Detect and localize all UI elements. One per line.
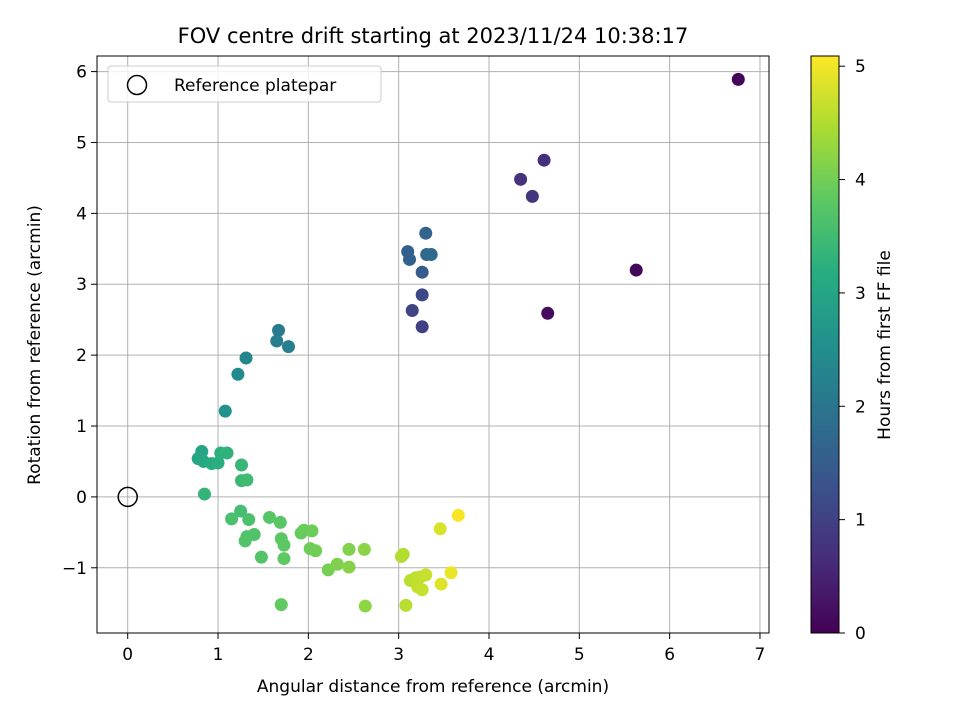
y-axis-label: Rotation from reference (arcmin) [25,205,45,485]
data-point [274,598,288,612]
data-point [305,524,319,538]
colorbar-tick-label: 3 [855,284,866,304]
data-points [191,72,745,613]
data-point [239,351,253,365]
colorbar-tick-label: 4 [855,171,866,191]
legend-marker [126,74,148,96]
data-point [433,522,447,536]
data-point [220,446,234,460]
colorbar-frame [810,55,840,634]
data-point [424,247,438,261]
data-point [405,303,419,317]
data-point [211,456,225,470]
legend-box [107,65,382,103]
data-point [281,340,295,354]
data-point [415,320,429,334]
data-point [225,512,239,526]
data-point [254,550,268,564]
colorbar-tick-label: 5 [855,57,866,77]
y-tick-label: −1 [62,559,87,579]
data-point [263,510,277,524]
data-point [231,367,245,381]
data-point [238,534,252,548]
data-point [272,323,286,337]
chart-title: FOV centre drift starting at 2023/11/24 … [178,24,689,48]
data-point [731,72,745,86]
data-point [277,538,291,552]
data-point [399,598,413,612]
data-point [309,544,323,558]
y-tick-label: 3 [76,275,87,295]
colorbar-tick-label: 2 [855,397,866,417]
data-point [451,508,465,522]
data-point [419,226,433,240]
data-point [541,306,555,320]
data-point [247,527,261,541]
data-point [629,263,643,277]
data-point [218,404,232,418]
legend-label: Reference platepar [174,76,336,96]
y-tick-label: 0 [76,488,87,508]
data-point [537,153,551,167]
x-tick-label: 0 [122,645,133,665]
y-tick-label: 6 [76,63,87,83]
plot-background [97,56,769,633]
colorbar [811,56,839,633]
reference-marker [117,486,138,508]
y-tick-label: 1 [76,417,87,437]
x-axis-label: Angular distance from reference (arcmin) [257,677,609,697]
colorbar-tick-label: 0 [855,624,866,644]
colorbar-label: Hours from first FF file [875,250,895,440]
data-point [419,568,433,582]
data-point [403,252,417,266]
colorbar-tick-label: 1 [855,511,866,531]
plot-frame [96,55,770,634]
x-tick-label: 4 [484,645,495,665]
y-tick-label: 5 [76,133,87,153]
x-tick-label: 3 [393,645,404,665]
data-point [242,513,256,527]
data-point [270,334,284,348]
data-point [342,542,356,556]
x-tick-label: 6 [664,645,675,665]
data-point [234,504,248,518]
y-tick-label: 2 [76,346,87,366]
data-point [415,265,429,279]
x-tick-label: 7 [755,645,766,665]
data-point [330,557,344,571]
data-point [357,542,371,556]
colorbar-ticks: 0 1 2 3 4 5 [839,57,866,644]
x-tick-label: 1 [213,645,224,665]
data-point [273,515,287,529]
data-point [444,566,458,580]
data-point [358,599,372,613]
data-point [415,288,429,302]
data-point [525,189,539,203]
y-tick-label: 4 [76,204,87,224]
data-point [342,560,356,574]
y-axis-ticks: −1 0 1 2 3 4 5 6 [62,63,97,579]
x-tick-label: 2 [303,645,314,665]
data-point [197,487,211,501]
x-axis-ticks: 0 1 2 3 4 5 6 7 [122,633,765,665]
data-point [277,552,291,566]
data-point [240,473,254,487]
legend: Reference platepar [107,65,382,103]
data-point [415,583,429,597]
data-point [396,547,410,561]
data-point [434,577,448,591]
data-point [514,172,528,186]
grid-vertical [127,56,761,633]
data-point [235,458,249,472]
x-tick-label: 5 [574,645,585,665]
